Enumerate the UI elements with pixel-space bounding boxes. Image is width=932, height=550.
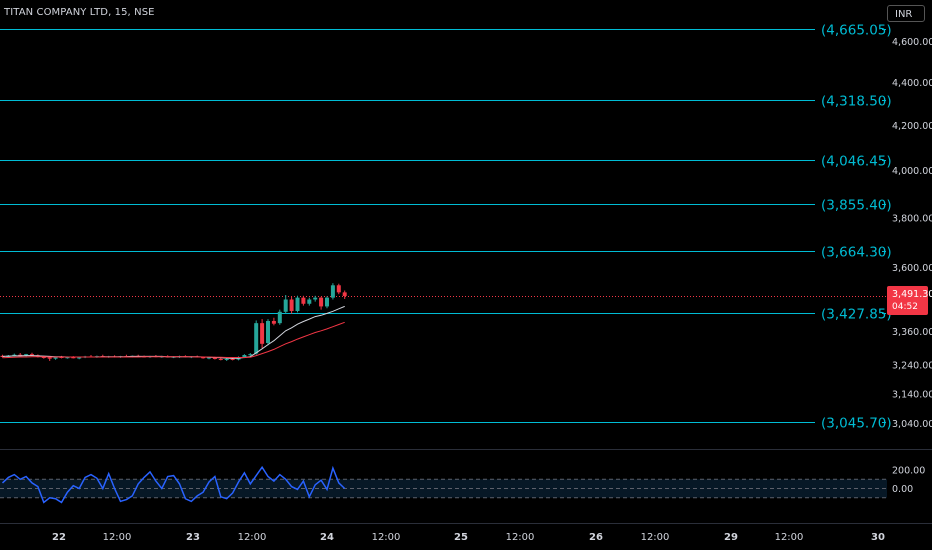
- level-label: (4,046.45): [821, 154, 892, 170]
- candle-body: [218, 358, 223, 360]
- candle-body: [289, 299, 294, 311]
- candle-body: [301, 297, 306, 304]
- candle-body: [307, 299, 312, 304]
- time-axis-label: 12:00: [238, 532, 267, 543]
- candle-body: [242, 355, 247, 357]
- bar-countdown: 04:52: [892, 302, 918, 312]
- currency-button[interactable]: INR: [887, 5, 925, 22]
- price-tick-label: 3,140.00: [892, 389, 932, 400]
- time-axis-label: 12:00: [641, 532, 670, 543]
- candle-body: [230, 358, 235, 360]
- level-label: (3,045.70): [821, 416, 892, 432]
- price-tick-label: 4,000.00: [892, 166, 932, 177]
- candle-body: [277, 311, 282, 324]
- level-label: (3,664.30): [821, 245, 892, 261]
- candle-body: [41, 356, 46, 358]
- level-label: (4,665.05): [821, 23, 892, 39]
- candle-body: [65, 357, 70, 359]
- level-label: (3,427.85): [821, 307, 892, 323]
- time-axis-label: 12:00: [372, 532, 401, 543]
- price-tick-label: 3,360.00: [892, 327, 932, 338]
- price-tick-label: 3,040.00: [892, 419, 932, 430]
- level-label: (3,855.40): [821, 198, 892, 214]
- time-axis-label: 23: [186, 532, 200, 543]
- candle-body: [71, 357, 76, 359]
- ma-slow-line: [2, 321, 345, 359]
- candle-body: [53, 356, 58, 359]
- time-axis-label: 30: [871, 532, 885, 543]
- candle-body: [325, 297, 329, 307]
- candle-body: [283, 299, 288, 312]
- price-tick-label: 4,600.00: [892, 37, 932, 48]
- oscillator-tick-label: 0.00: [892, 484, 913, 495]
- price-tick-label: 3,240.00: [892, 360, 932, 371]
- candle-body: [0, 355, 5, 357]
- candle-body: [30, 354, 34, 356]
- candle-body: [224, 358, 229, 360]
- price-tick-label: 3,600.00: [892, 263, 932, 274]
- time-axis-label: 12:00: [775, 532, 804, 543]
- candle-body: [77, 357, 82, 359]
- candle-body: [336, 285, 341, 293]
- candle-body: [12, 354, 17, 356]
- candle-body: [330, 285, 335, 298]
- last-price-value: 3,491.30: [892, 289, 932, 300]
- candle-body: [47, 357, 52, 359]
- time-axis-label: 12:00: [103, 532, 132, 543]
- time-axis-label: 29: [724, 532, 738, 543]
- oscillator-line: [1, 465, 346, 504]
- candle-body: [319, 297, 324, 307]
- time-axis-label: 24: [320, 532, 334, 543]
- candle-body: [207, 357, 211, 359]
- candle-body: [18, 354, 23, 356]
- candle-body: [313, 297, 318, 300]
- candle-body: [271, 320, 276, 324]
- last-price-tag: 3,491.30 04:52: [887, 286, 932, 315]
- time-axis-label: 12:00: [506, 532, 535, 543]
- price-tick-label: 4,200.00: [892, 121, 932, 132]
- time-axis-label: 26: [589, 532, 603, 543]
- candle-body: [342, 292, 347, 296]
- candle-body: [171, 356, 176, 358]
- time-axis-label: 25: [454, 532, 468, 543]
- symbol-title: TITAN COMPANY LTD, 15, NSE: [4, 7, 155, 18]
- candle-body: [295, 297, 300, 311]
- candle-body: [201, 357, 206, 359]
- candle-body: [260, 323, 265, 344]
- level-label: (4,318.50): [821, 94, 892, 110]
- candle-body: [248, 354, 253, 356]
- oscillator-tick-label: 200.00: [892, 466, 925, 477]
- price-tick-label: 4,400.00: [892, 78, 932, 89]
- time-axis-label: 22: [52, 532, 66, 543]
- price-tick-label: 3,800.00: [892, 213, 932, 224]
- candle-body: [212, 357, 217, 359]
- ma-fast-line: [2, 305, 345, 359]
- candle-body: [24, 354, 29, 356]
- candle-body: [254, 323, 259, 354]
- candle-body: [266, 320, 270, 343]
